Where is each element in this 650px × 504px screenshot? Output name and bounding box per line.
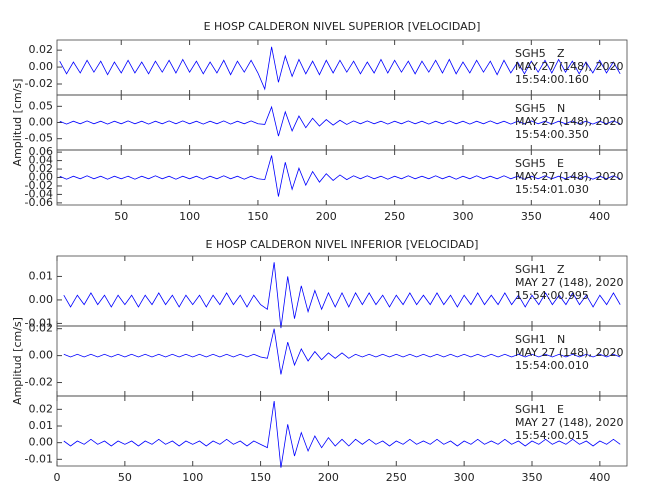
trace — [59, 105, 621, 137]
y-tick-label: 0.02 — [29, 322, 54, 335]
x-tick-label: 400 — [589, 471, 610, 484]
trace — [63, 262, 621, 329]
x-tick-label: 250 — [386, 471, 407, 484]
y-tick-label: 0.00 — [29, 436, 54, 449]
station-label: SGH5 — [515, 157, 546, 170]
y-tick-label: -0.06 — [25, 196, 53, 209]
date-label: MAY 27 (148), 2020 — [515, 416, 623, 429]
y-tick-label: -0.01 — [25, 452, 53, 465]
y-tick-label: 0.01 — [29, 269, 54, 282]
component-label: Z — [557, 263, 565, 276]
x-tick-label: 100 — [179, 210, 200, 223]
chart-title: E HOSP CALDERON NIVEL INFERIOR [VELOCIDA… — [206, 238, 479, 251]
station-label: SGH5 — [515, 47, 546, 60]
y-tick-label: 0.00 — [29, 293, 54, 306]
y-axis-label: Amplitud [cm/s] — [11, 317, 24, 405]
x-tick-label: 50 — [114, 210, 128, 223]
y-tick-label: 0.00 — [29, 171, 54, 184]
x-tick-label: 0 — [54, 471, 61, 484]
x-tick-label: 300 — [452, 210, 473, 223]
component-label: N — [557, 102, 565, 115]
y-tick-label: -0.02 — [25, 77, 53, 90]
date-label: MAY 27 (148), 2020 — [515, 276, 623, 289]
y-tick-label: -0.05 — [25, 132, 53, 145]
station-label: SGH1 — [515, 263, 546, 276]
station-label: SGH5 — [515, 102, 546, 115]
trace — [63, 328, 621, 375]
x-tick-label: 150 — [250, 471, 271, 484]
y-tick-label: 0.00 — [29, 60, 54, 73]
date-label: MAY 27 (148), 2020 — [515, 115, 623, 128]
time-label: 15:54:00.350 — [515, 128, 589, 141]
x-tick-label: 250 — [384, 210, 405, 223]
y-tick-label: -0.02 — [25, 179, 53, 192]
x-tick-label: 50 — [118, 471, 132, 484]
trace — [63, 400, 621, 468]
trace — [59, 46, 621, 91]
y-tick-label: 0.00 — [29, 116, 54, 129]
x-tick-label: 200 — [318, 471, 339, 484]
y-tick-label: 0.06 — [29, 145, 54, 158]
trace — [59, 155, 621, 197]
y-tick-label: -0.01 — [25, 316, 53, 329]
y-tick-label: 0.02 — [29, 43, 54, 56]
x-tick-label: 350 — [522, 471, 543, 484]
component-label: E — [557, 403, 564, 416]
x-tick-label: 350 — [521, 210, 542, 223]
date-label: MAY 27 (148), 2020 — [515, 346, 623, 359]
time-label: 15:54:00.995 — [515, 289, 589, 302]
station-label: SGH1 — [515, 403, 546, 416]
time-label: 15:54:00.015 — [515, 429, 589, 442]
y-tick-label: 0.05 — [29, 99, 54, 112]
time-label: 15:54:01.030 — [515, 183, 589, 196]
component-label: N — [557, 333, 565, 346]
y-tick-label: 0.02 — [29, 162, 54, 175]
y-tick-label: -0.02 — [25, 376, 53, 389]
x-tick-label: 300 — [454, 471, 475, 484]
x-tick-label: 150 — [247, 210, 268, 223]
y-tick-label: 0.04 — [29, 154, 54, 167]
component-label: Z — [557, 47, 565, 60]
panel-frame — [56, 395, 628, 467]
y-tick-label: 0.00 — [29, 349, 54, 362]
x-tick-label: 100 — [182, 471, 203, 484]
component-label: E — [557, 157, 564, 170]
station-label: SGH1 — [515, 333, 546, 346]
time-label: 15:54:00.010 — [515, 359, 589, 372]
y-tick-label: 0.01 — [29, 419, 54, 432]
chart-title: E HOSP CALDERON NIVEL SUPERIOR [VELOCIDA… — [204, 20, 481, 33]
y-tick-label: -0.04 — [25, 187, 53, 200]
x-tick-label: 400 — [589, 210, 610, 223]
x-tick-label: 200 — [316, 210, 337, 223]
y-tick-label: 0.02 — [29, 402, 54, 415]
date-label: MAY 27 (148), 2020 — [515, 60, 623, 73]
y-axis-label: Amplitud [cm/s] — [11, 79, 24, 167]
time-label: 15:54:00.160 — [515, 73, 589, 86]
date-label: MAY 27 (148), 2020 — [515, 170, 623, 183]
